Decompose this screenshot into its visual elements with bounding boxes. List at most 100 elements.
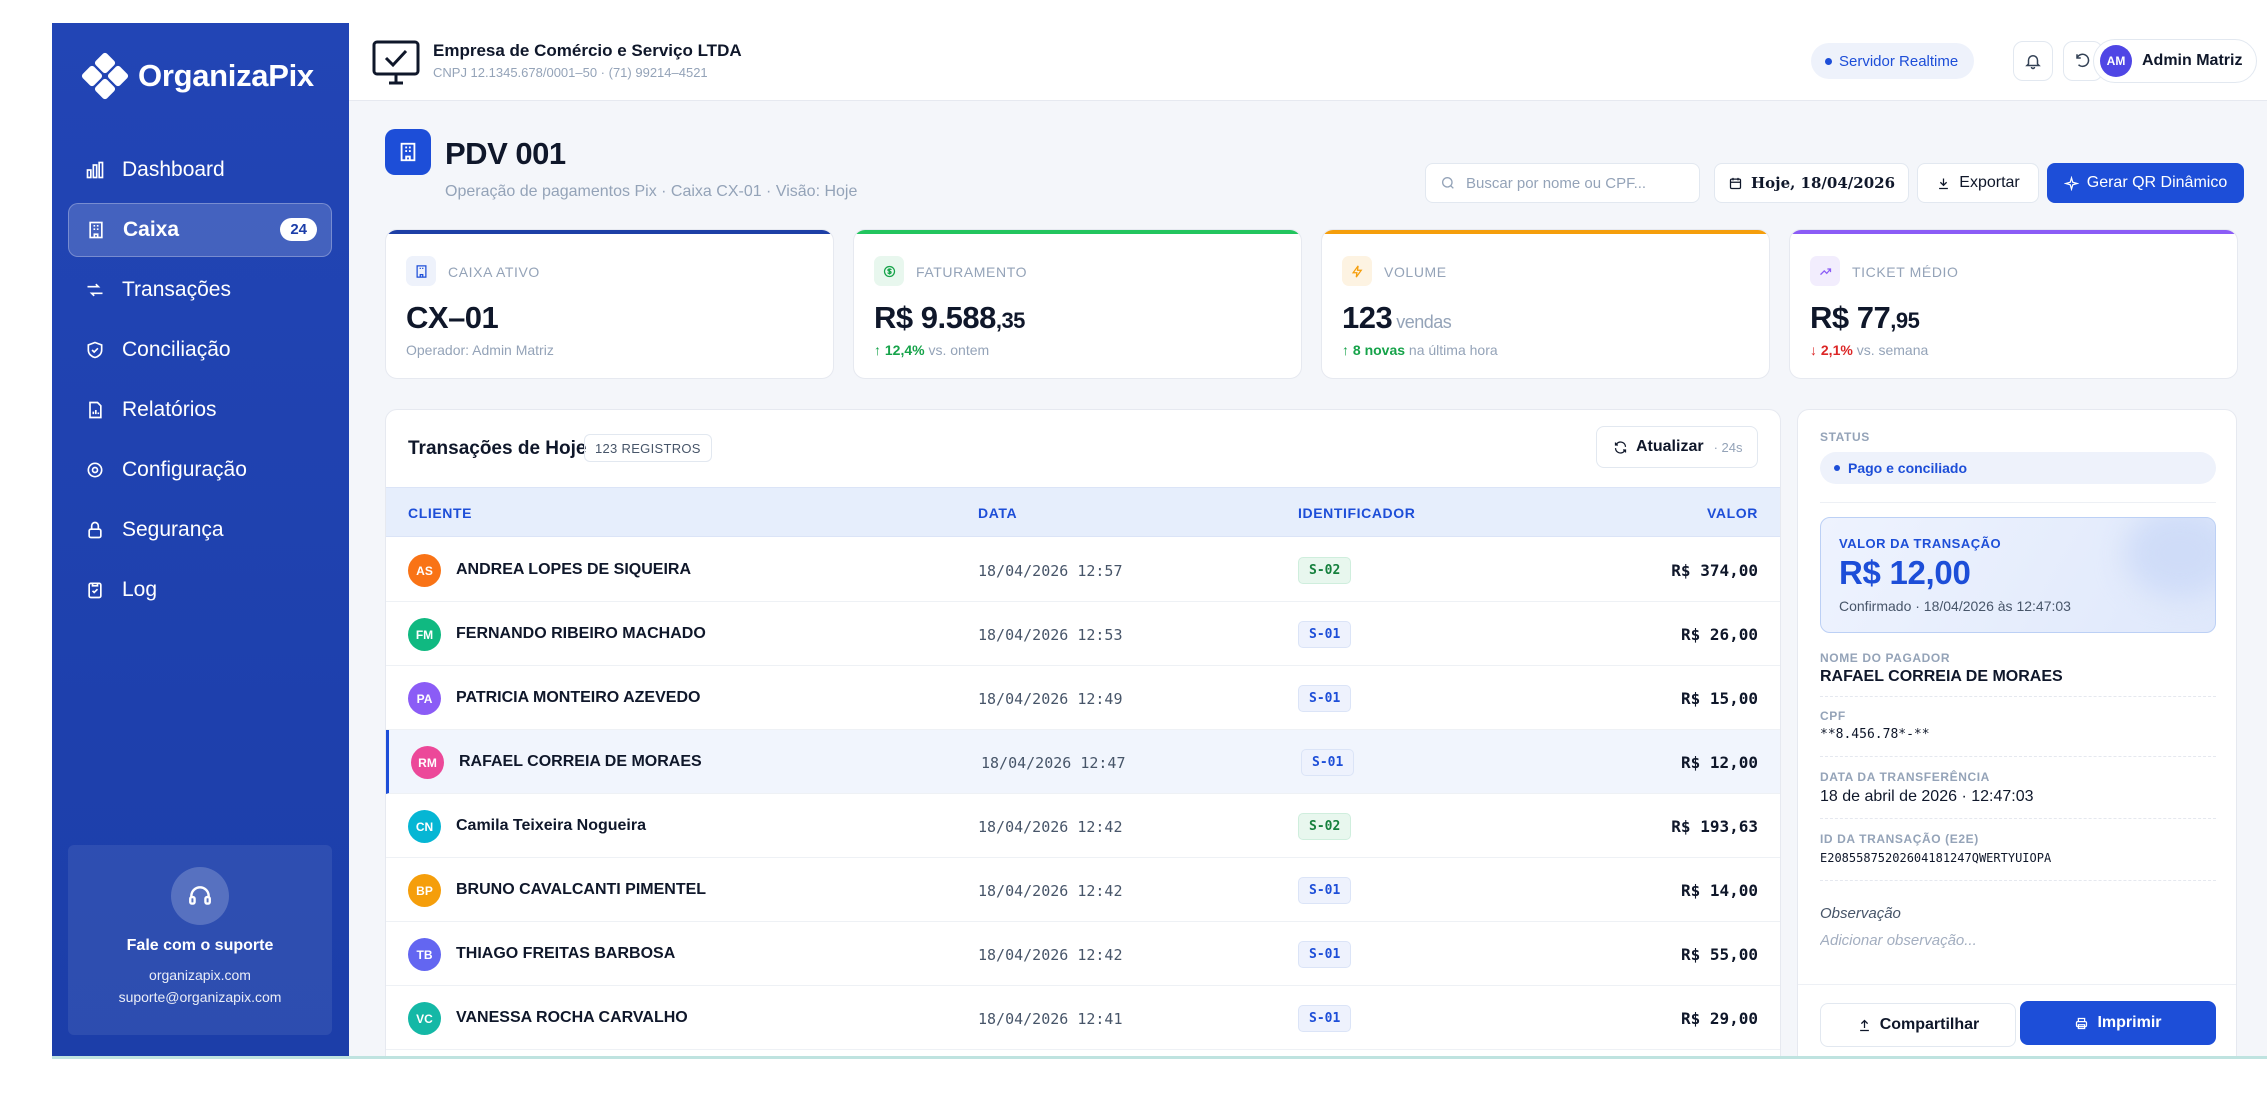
stat-delta: ↓ 2,1% [1810, 342, 1853, 358]
print-label: Imprimir [2097, 1014, 2162, 1031]
refresh-seconds: · 24s [1713, 439, 1743, 455]
support-email-link[interactable]: suporte@organizapix.com [118, 989, 282, 1005]
stat-label: FATURAMENTO [916, 264, 1028, 280]
transactions-panel: Transações de Hoje 123 REGISTROS Atualiz… [385, 409, 1781, 1058]
stat-label: VOLUME [1384, 264, 1447, 280]
lock-icon [84, 519, 106, 541]
identifier-tag: S-02 [1298, 557, 1352, 584]
column-header-valor[interactable]: VALOR [1707, 505, 1758, 521]
decorative-glow [2125, 518, 2215, 598]
status-label: STATUS [1820, 430, 1870, 444]
avatar: BP [408, 874, 441, 907]
generate-qr-button[interactable]: Gerar QR Dinâmico [2047, 163, 2244, 203]
table-row[interactable]: FM FERNANDO RIBEIRO MACHADO 18/04/2026 12:… [386, 602, 1780, 666]
payer-name: RAFAEL CORREIA DE MORAES [1820, 668, 2063, 685]
column-header-data[interactable]: DATA [978, 505, 1018, 521]
sidebar-item-seguranca[interactable]: Segurança [68, 503, 332, 557]
identifier-tag: S-01 [1298, 941, 1352, 968]
sidebar: OrganizaPix Dashboard Caixa 24 Transaçõe… [52, 23, 349, 1058]
date-filter-label: Hoje, 18/04/2026 [1750, 174, 1896, 192]
confirmed-text: Confirmado · 18/04/2026 às 12:47:03 [1839, 598, 2071, 614]
client-name: ANDREA LOPES DE SIQUEIRA [456, 561, 691, 578]
stat-label: TICKET MÉDIO [1852, 264, 1959, 280]
stat-card-faturamento: FATURAMENTO R$ 9.588,35 ↑ 12,4% vs. onte… [853, 229, 1302, 379]
date-filter-button[interactable]: Hoje, 18/04/2026 [1714, 163, 1909, 203]
share-button[interactable]: Compartilhar [1820, 1003, 2016, 1047]
trending-up-icon [1810, 256, 1840, 286]
sidebar-item-dashboard[interactable]: Dashboard [68, 143, 332, 197]
transaction-value-box: VALOR DA TRANSAÇÃO R$ 12,00 Confirmado ·… [1820, 517, 2216, 633]
avatar: VC [408, 1002, 441, 1035]
user-menu[interactable]: AM Admin Matriz [2093, 39, 2258, 83]
refresh-button[interactable]: Atualizar · 24s [1596, 426, 1758, 468]
stat-value-cents: ,95 [1890, 308, 1920, 333]
sidebar-item-log[interactable]: Log [68, 563, 332, 617]
table-row[interactable]: BP BRUNO CAVALCANTI PIMENTEL 18/04/2026 12… [386, 858, 1780, 922]
caixa-count-badge: 24 [280, 218, 317, 241]
sidebar-item-conciliacao[interactable]: Conciliação [68, 323, 332, 377]
search-box[interactable] [1425, 163, 1700, 203]
avatar: TB [408, 938, 441, 971]
avatar: RM [411, 746, 444, 779]
report-icon [84, 399, 106, 421]
identifier-tag: S-01 [1298, 685, 1352, 712]
upload-icon [1859, 1019, 1869, 1031]
table-row[interactable]: RM RAFAEL CORREIA DE MORAES 18/04/2026 12:… [386, 730, 1780, 794]
detail-actions: Compartilhar Imprimir [1798, 984, 2236, 1058]
bell-icon [2025, 55, 2041, 70]
avatar: AM [2100, 45, 2132, 77]
sidebar-item-caixa[interactable]: Caixa 24 [68, 203, 332, 257]
print-button[interactable]: Imprimir [2020, 1001, 2216, 1045]
card-accent-bar [854, 230, 1301, 234]
client-name: Camila Teixeira Nogueira [456, 817, 646, 834]
organizapix-logo-icon [80, 51, 130, 101]
stat-value-main: R$ 9.588 [874, 300, 996, 335]
refresh-icon [1614, 440, 1627, 454]
stat-card-caixa: CAIXA ATIVO CX–01 Operador: Admin Matriz [385, 229, 834, 379]
transaction-value: R$ 14,00 [1680, 881, 1758, 900]
sidebar-item-configuracao[interactable]: Configuração [68, 443, 332, 497]
search-input[interactable] [1466, 174, 1686, 192]
realtime-status-badge: Servidor Realtime [1811, 43, 1975, 79]
export-button[interactable]: Exportar [1917, 163, 2039, 203]
table-row[interactable]: PA PATRICIA MONTEIRO AZEVEDO 18/04/2026 12… [386, 666, 1780, 730]
card-accent-bar [386, 230, 833, 234]
divider [1820, 696, 2216, 697]
sidebar-item-label: Configuração [122, 458, 247, 481]
sparkle-icon [2063, 175, 2079, 191]
support-card[interactable]: Fale com o suporte organizapix.com supor… [68, 845, 332, 1035]
stat-foot-text: vs. ontem [928, 342, 990, 358]
support-site-link[interactable]: organizapix.com [149, 967, 251, 983]
brand[interactable]: OrganizaPix [80, 51, 314, 101]
column-header-cliente[interactable]: CLIENTE [408, 505, 473, 521]
transaction-date: 18/04/2026 12:42 [978, 946, 1123, 964]
transaction-value: R$ 374,00 [1671, 561, 1758, 580]
identifier-tag: S-01 [1298, 621, 1352, 648]
table-row[interactable]: CN Camila Teixeira Nogueira 18/04/2026 12:… [386, 794, 1780, 858]
sidebar-item-transacoes[interactable]: Transações [68, 263, 332, 317]
gear-icon [84, 459, 106, 481]
sidebar-item-relatorios[interactable]: Relatórios [68, 383, 332, 437]
value-label: VALOR DA TRANSAÇÃO [1839, 536, 2002, 551]
stat-value-main: 123 [1342, 300, 1393, 335]
table-row[interactable]: TB THIAGO FREITAS BARBOSA 18/04/2026 12:42… [386, 922, 1780, 986]
sidebar-item-label: Dashboard [122, 158, 225, 181]
identifier-tag: S-01 [1298, 877, 1352, 904]
stat-value: 123 vendas [1342, 300, 1452, 336]
observation-label: Observação [1820, 905, 1901, 922]
transaction-date: 18/04/2026 12:57 [978, 562, 1123, 580]
column-header-identificador[interactable]: IDENTIFICADOR [1298, 505, 1416, 521]
top-bar: Empresa de Comércio e Serviço LTDA CNPJ … [349, 23, 2267, 101]
stat-value-main: R$ 77 [1810, 300, 1891, 335]
table-row[interactable]: AS ANDREA LOPES DE SIQUEIRA 18/04/2026 12:… [386, 538, 1780, 602]
table-row[interactable]: VC VANESSA ROCHA CARVALHO 18/04/2026 12:41… [386, 986, 1780, 1050]
notifications-button[interactable] [2013, 41, 2053, 81]
transaction-value: R$ 26,00 [1680, 625, 1758, 644]
transaction-date: 18/04/2026 12:41 [978, 1010, 1123, 1028]
transaction-value: R$ 12,00 [1680, 753, 1758, 772]
e2e-value: E20855875202604181247QWERTYUIOPA [1820, 851, 2052, 865]
observation-input[interactable] [1820, 932, 2216, 949]
search-icon [1442, 177, 1454, 189]
sidebar-item-label: Relatórios [122, 398, 217, 421]
e2e-label: ID DA TRANSAÇÃO (E2E) [1820, 832, 1979, 846]
